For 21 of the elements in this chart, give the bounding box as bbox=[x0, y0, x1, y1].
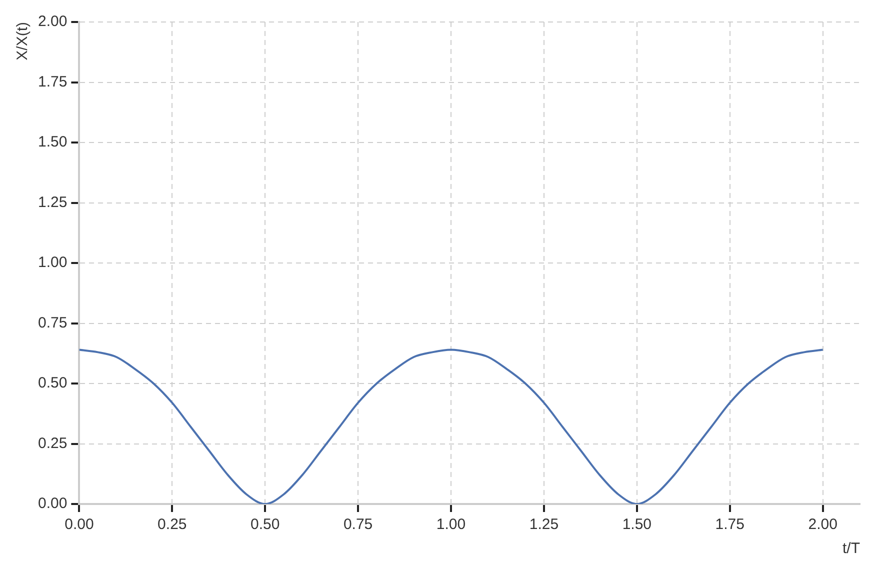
y-tick-label: 1.25 bbox=[38, 194, 68, 211]
y-tick-label: 0.25 bbox=[38, 434, 68, 452]
y-tick-label: 1.00 bbox=[38, 254, 68, 272]
y-tick-label: 0.00 bbox=[38, 495, 68, 512]
x-tick-label: 0.25 bbox=[158, 516, 187, 534]
x-axis-title: t/T bbox=[842, 540, 860, 558]
x-tick-label: 0.00 bbox=[64, 516, 94, 534]
line-series bbox=[79, 348, 824, 504]
y-tick-label: 0.75 bbox=[38, 314, 68, 332]
x-tick-label: 0.50 bbox=[250, 516, 280, 534]
x-tick-label: 1.25 bbox=[529, 516, 559, 534]
x-tick-label: 2.00 bbox=[808, 516, 838, 534]
y-tick-label: 1.50 bbox=[38, 134, 68, 151]
x-tick-label: 0.75 bbox=[343, 516, 373, 534]
x-tick-label: 1.00 bbox=[436, 516, 466, 534]
x-tick-label: 1.50 bbox=[622, 516, 652, 534]
y-tick-label: 1.75 bbox=[38, 73, 68, 90]
y-axis-title: X/X(t) bbox=[14, 22, 32, 60]
x-tick-label: 1.75 bbox=[715, 516, 744, 534]
y-tick-label: 0.50 bbox=[38, 374, 68, 392]
y-tick-label: 2.00 bbox=[38, 13, 68, 30]
